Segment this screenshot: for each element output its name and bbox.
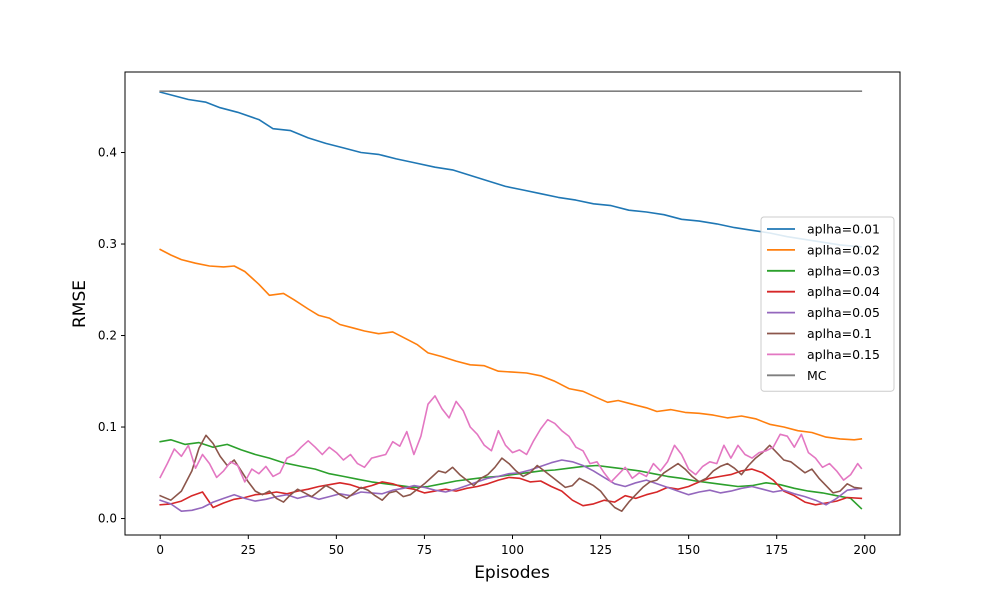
legend-entry-0: aplha=0.01 bbox=[807, 222, 880, 237]
y-tick-label: 0.0 bbox=[98, 512, 117, 526]
series-line-0 bbox=[159, 91, 863, 248]
legend-entry-4: aplha=0.05 bbox=[807, 305, 880, 320]
legend-entry-6: aplha=0.15 bbox=[807, 347, 880, 362]
legend-entry-3: aplha=0.04 bbox=[807, 284, 880, 299]
legend-box bbox=[760, 216, 895, 392]
series-line-2 bbox=[159, 439, 863, 510]
y-axis: 0.0 0.1 0.2 0.3 0.4 bbox=[98, 146, 125, 526]
x-tick-label: 50 bbox=[329, 543, 344, 557]
series-line-4 bbox=[159, 459, 863, 512]
x-tick-label: 75 bbox=[417, 543, 432, 557]
series-line-3 bbox=[159, 468, 863, 509]
series-line-5 bbox=[159, 434, 863, 512]
x-tick-label: 100 bbox=[501, 543, 524, 557]
y-tick-label: 0.4 bbox=[98, 146, 117, 160]
y-tick-label: 0.2 bbox=[98, 329, 117, 343]
legend-entry-2: aplha=0.03 bbox=[807, 263, 880, 278]
x-axis-label: Episodes bbox=[474, 563, 550, 583]
x-axis: 0 25 50 75 100 125 150 175 200 bbox=[156, 535, 876, 557]
y-tick-label: 0.3 bbox=[98, 237, 117, 251]
x-tick-label: 200 bbox=[853, 543, 876, 557]
legend-entry-7: MC bbox=[807, 368, 827, 383]
legend-entry-5: aplha=0.1 bbox=[807, 326, 872, 341]
legend-entry-1: aplha=0.02 bbox=[807, 242, 880, 257]
x-tick-label: 0 bbox=[156, 543, 164, 557]
x-tick-label: 25 bbox=[241, 543, 256, 557]
series-line-1 bbox=[159, 248, 863, 441]
x-tick-label: 150 bbox=[677, 543, 700, 557]
y-axis-label: RMSE bbox=[70, 280, 90, 328]
legend: aplha=0.01 aplha=0.02 aplha=0.03 aplha=0.04… bbox=[760, 216, 895, 392]
x-tick-label: 175 bbox=[765, 543, 788, 557]
x-tick-label: 125 bbox=[589, 543, 612, 557]
series-line-6 bbox=[159, 395, 863, 483]
plot-area bbox=[159, 90, 863, 512]
y-tick-label: 0.1 bbox=[98, 420, 117, 434]
